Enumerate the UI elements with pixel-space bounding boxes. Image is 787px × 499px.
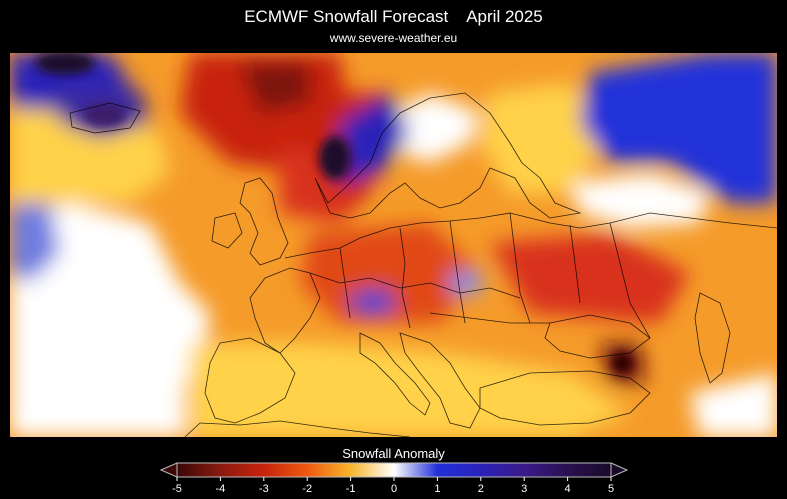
border-5 <box>509 212 531 324</box>
coast-balkans <box>399 332 481 429</box>
colorbar-tick-label: 0 <box>391 483 397 495</box>
colorbar-max-arrow <box>610 462 628 478</box>
zone-blue-atlantic-west <box>10 203 60 283</box>
coastlines-borders <box>69 92 777 437</box>
zone-scandinavia-white <box>390 93 480 163</box>
zone-red-east <box>490 233 690 323</box>
snowfall-anomaly-map <box>10 53 777 437</box>
border-3 <box>399 227 411 329</box>
border-8 <box>609 222 651 339</box>
colorbar-tick-label: 4 <box>565 483 571 495</box>
colorbar-tick-label: -2 <box>302 483 312 495</box>
colorbar-tick-label: -4 <box>216 483 226 495</box>
zone-yellow-east <box>480 83 610 193</box>
core-caucasus <box>612 353 632 373</box>
chart-title: ECMWF Snowfall Forecast April 2025 <box>244 7 543 26</box>
coast-black-sea <box>544 314 651 359</box>
coast-italy <box>359 332 431 416</box>
zone-red-central <box>300 223 480 323</box>
zone-atlantic-white <box>10 203 210 437</box>
border-7 <box>429 312 550 324</box>
zone-east-white <box>570 173 710 228</box>
zone-blue-scandinavia <box>340 93 410 183</box>
colorbar-tick-label: -1 <box>346 483 356 495</box>
core-norway <box>319 136 351 180</box>
colorbar-tick-label: -3 <box>259 483 269 495</box>
zone-se-white <box>690 373 777 437</box>
colorbar-tick-label: 1 <box>434 483 440 495</box>
zone-yellow-south <box>190 343 630 437</box>
zone-blue-russia <box>580 53 777 203</box>
coast-turkey <box>479 370 651 426</box>
border-4 <box>449 220 466 324</box>
legend-title: Snowfall Anomaly <box>342 446 445 461</box>
core-greenland <box>35 53 95 75</box>
coast-iceland <box>69 102 141 134</box>
border-6 <box>569 224 581 304</box>
colorbar-tick-label: 5 <box>608 483 614 495</box>
anomaly-field <box>10 53 777 437</box>
colorbar-tick-label: 3 <box>521 483 527 495</box>
zone-blue-alps <box>350 289 395 315</box>
coast-iberia <box>204 337 296 424</box>
anomaly-cores <box>35 53 632 373</box>
colorbar-gradient <box>176 462 612 478</box>
coast-north-africa <box>184 420 411 437</box>
coast-ireland <box>211 212 243 249</box>
colorbar-min-arrow <box>160 462 178 478</box>
colorbar-tick-label: 2 <box>478 483 484 495</box>
colorbar-tick-label: -5 <box>172 483 182 495</box>
coast-caspian <box>694 292 731 384</box>
coast-uk <box>239 177 289 266</box>
source-url: www.severe-weather.eu <box>329 31 458 45</box>
coast-france <box>249 267 321 354</box>
coast-scandinavia <box>314 92 582 219</box>
colorbar: -5 -4 -3 -2 -1 0 1 2 3 4 5 <box>160 462 628 495</box>
core-iceland <box>83 103 127 127</box>
coast-continent <box>284 212 777 259</box>
zone-darkred-atlantic <box>240 63 310 113</box>
border-2 <box>339 247 351 319</box>
